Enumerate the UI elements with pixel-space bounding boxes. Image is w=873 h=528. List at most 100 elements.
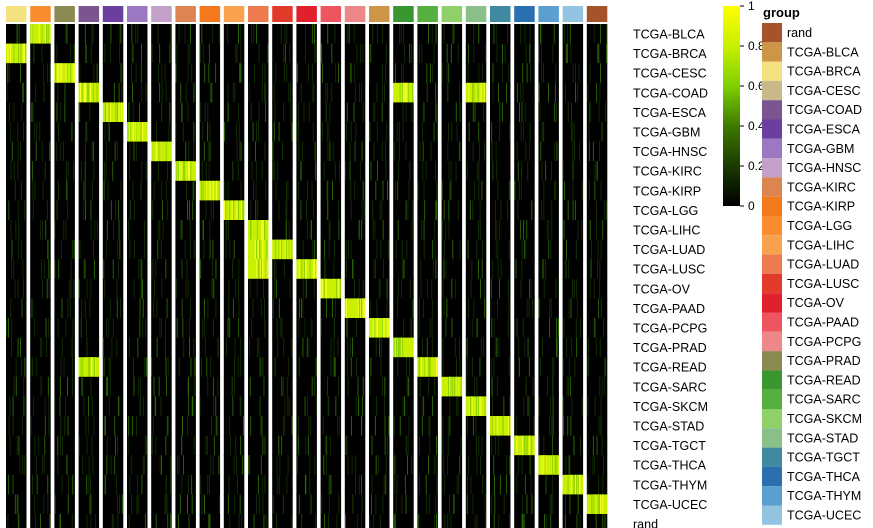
- row-label-tcga-esca: TCGA-ESCA: [633, 106, 707, 120]
- cell-stripe: [398, 337, 400, 358]
- cell-tcga-lihc-tcga-read: [393, 220, 414, 241]
- cell-stripe: [323, 161, 325, 181]
- cell-tcga-read-tcga-luad: [248, 357, 269, 378]
- cell-stripe: [298, 259, 300, 279]
- cell-stripe: [409, 161, 411, 181]
- cell-stripe: [350, 357, 352, 377]
- cell-stripe: [159, 455, 161, 475]
- cell-stripe: [412, 298, 413, 318]
- annotation-tcga-coad: [78, 6, 100, 22]
- cell-stripe: [435, 494, 437, 514]
- cell-stripe: [60, 514, 61, 528]
- cell-stripe: [495, 435, 496, 456]
- cell-stripe: [530, 278, 532, 299]
- cell-stripe: [556, 102, 557, 122]
- cell-stripe: [261, 82, 263, 103]
- cell-stripe: [492, 396, 493, 416]
- cell-stripe: [468, 122, 470, 142]
- cell-stripe: [412, 298, 414, 318]
- cell-stripe: [321, 43, 323, 64]
- cell-stripe: [205, 180, 206, 201]
- cell-tcga-ov-rand: [586, 278, 608, 299]
- cell-stripe: [361, 474, 362, 495]
- cell-stripe: [47, 24, 49, 44]
- cell-stripe: [346, 122, 347, 142]
- cell-stripe: [554, 141, 556, 162]
- cell-stripe: [261, 357, 263, 377]
- cell-stripe: [398, 161, 399, 181]
- column-tcga-paad: [320, 24, 342, 528]
- cell-tcga-stad-tcga-brca: [6, 416, 27, 437]
- cell-stripe: [48, 259, 50, 279]
- cell-tcga-stad-tcga-read: [393, 416, 414, 437]
- cell-tcga-cesc-tcga-ov: [296, 63, 317, 84]
- cell-stripe: [352, 494, 354, 514]
- cell-stripe: [12, 474, 14, 495]
- cell-stripe: [21, 357, 23, 377]
- cell-tcga-lihc-tcga-sarc: [417, 220, 438, 241]
- cell-stripe: [330, 357, 332, 377]
- cell-stripe: [161, 455, 162, 475]
- cell-stripe: [243, 416, 244, 436]
- cell-stripe: [255, 141, 256, 162]
- cell-tcga-ucec-tcga-kirp: [199, 494, 221, 515]
- cell-stripe: [532, 376, 534, 397]
- cell-stripe: [601, 122, 602, 142]
- cell-stripe: [304, 318, 306, 338]
- cell-stripe: [496, 376, 498, 397]
- cell-stripe: [176, 318, 178, 338]
- cell-stripe: [119, 239, 121, 260]
- legend-swatch-tcga-read: [762, 370, 782, 390]
- cell-tcga-ucec-tcga-thca: [514, 494, 535, 515]
- cell-stripe: [227, 318, 229, 338]
- legend-swatch-tcga-pcpg: [762, 331, 782, 352]
- cell-tcga-blca-tcga-lgg: [30, 24, 51, 45]
- cell-stripe: [578, 141, 580, 162]
- cell-tcga-tgct-tcga-sarc: [417, 435, 438, 456]
- cell-tcga-skcm-tcga-kirc: [175, 396, 196, 417]
- cell-stripe: [526, 220, 528, 240]
- cell-stripe: [232, 161, 233, 181]
- cell-stripe: [91, 396, 93, 416]
- cell-stripe: [383, 318, 385, 338]
- cell-stripe: [96, 63, 98, 83]
- cell-stripe: [272, 161, 274, 181]
- cell-stripe: [117, 435, 118, 456]
- cell-stripe: [337, 337, 339, 358]
- column-tcga-lgg: [30, 24, 51, 528]
- cell-stripe: [255, 239, 257, 260]
- cell-stripe: [468, 455, 469, 475]
- cell-stripe: [450, 376, 452, 397]
- cell-stripe: [600, 396, 602, 416]
- annotation-tcga-kirc: [175, 6, 196, 22]
- cell-tcga-skcm-tcga-thym: [538, 396, 559, 417]
- cell-stripe: [167, 416, 169, 436]
- cell-stripe: [142, 122, 144, 142]
- cell-stripe: [187, 63, 189, 83]
- cell-stripe: [105, 102, 107, 122]
- cell-stripe: [466, 376, 468, 397]
- cell-tcga-kirp-tcga-thca: [514, 180, 535, 201]
- cell-tcga-kirc-tcga-read: [393, 161, 414, 182]
- cell-tcga-ucec-tcga-esca: [102, 494, 124, 515]
- cell-stripe: [32, 102, 34, 122]
- cell-tcga-stad-tcga-coad: [78, 416, 100, 437]
- cell-stripe: [217, 376, 219, 397]
- cell-stripe: [83, 259, 85, 279]
- cell-stripe: [175, 122, 177, 142]
- cell-tcga-sarc-tcga-esca: [102, 376, 124, 397]
- cell-stripe: [503, 494, 505, 514]
- cell-stripe: [509, 455, 511, 475]
- cell-stripe: [7, 63, 9, 83]
- cell-stripe: [508, 63, 510, 83]
- cell-stripe: [325, 102, 327, 122]
- cell-stripe: [307, 435, 309, 456]
- cell-stripe: [238, 24, 239, 44]
- cell-stripe: [441, 180, 443, 201]
- cell-stripe: [555, 278, 557, 299]
- cell-stripe: [385, 43, 387, 64]
- column-tcga-luad: [248, 24, 269, 528]
- cell-stripe: [309, 455, 311, 475]
- cell-stripe: [498, 435, 500, 456]
- cell-stripe: [526, 435, 528, 456]
